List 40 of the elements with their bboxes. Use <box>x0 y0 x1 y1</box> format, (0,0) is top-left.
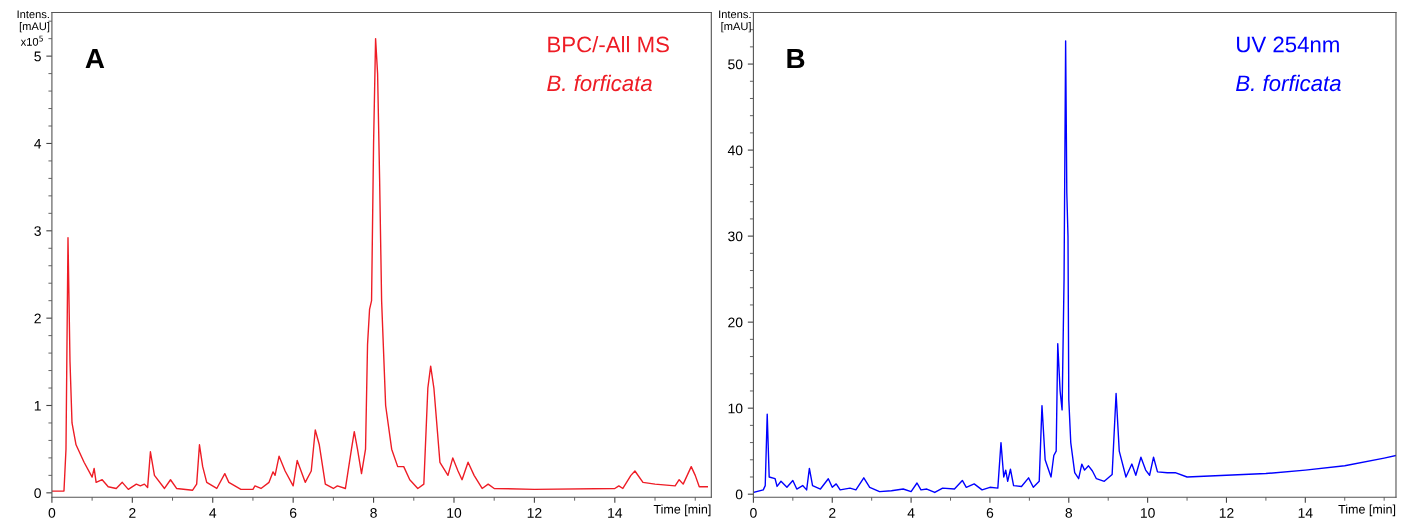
x-tick-label: 6 <box>290 507 297 518</box>
x-tick-label: 8 <box>1065 507 1073 518</box>
y-tick-label: 0 <box>34 488 41 498</box>
y-tick-label: 50 <box>728 59 743 70</box>
x-tick-label: 6 <box>986 507 994 518</box>
annotation: B. forficata <box>1236 74 1341 92</box>
x-tick-label: 14 <box>1298 508 1313 518</box>
x-tick-label: 4 <box>209 508 217 518</box>
x-tick-label: 14 <box>608 508 623 518</box>
y-axis-title: Intens. [mAU] <box>719 10 751 33</box>
x-tick-label: 4 <box>907 508 915 518</box>
x-axis-title: Time [min] <box>1338 504 1396 517</box>
y-tick-label: 40 <box>727 145 743 156</box>
y-axis-title: Intens. [mAU] <box>17 10 50 33</box>
text: A <box>85 49 105 69</box>
x-axis-title: Time [min] <box>653 504 711 517</box>
y-tick-label: 20 <box>728 317 743 328</box>
annotation: B. forficata <box>547 74 652 92</box>
line-series <box>51 37 708 492</box>
text: x10$^{5}$ <box>20 35 43 46</box>
y-tick-label: 5 <box>34 51 41 62</box>
annotation: BPC/-All MS <box>548 36 669 53</box>
x-tick-label: 12 <box>1219 507 1234 518</box>
x-tick-label: 2 <box>129 507 136 518</box>
y-tick-label: 3 <box>34 226 41 236</box>
text: B <box>787 49 805 69</box>
y-tick-label: 10 <box>728 403 743 414</box>
y-tick-label: 4 <box>34 138 42 149</box>
x-tick-label: 10 <box>1140 507 1155 518</box>
y-tick-label: 1 <box>34 400 41 411</box>
y-tick-label: 0 <box>735 489 743 500</box>
annotation: UV 254nm <box>1237 36 1339 53</box>
y-tick-label: 30 <box>728 231 743 242</box>
x-tick-label: 0 <box>750 507 757 518</box>
x-tick-label: 0 <box>48 507 56 518</box>
y-tick-label: 2 <box>34 313 41 324</box>
x-tick-label: 10 <box>447 507 462 518</box>
x-tick-label: 2 <box>829 507 836 518</box>
x-tick-label: 12 <box>527 507 542 518</box>
x-tick-label: 8 <box>370 507 377 518</box>
